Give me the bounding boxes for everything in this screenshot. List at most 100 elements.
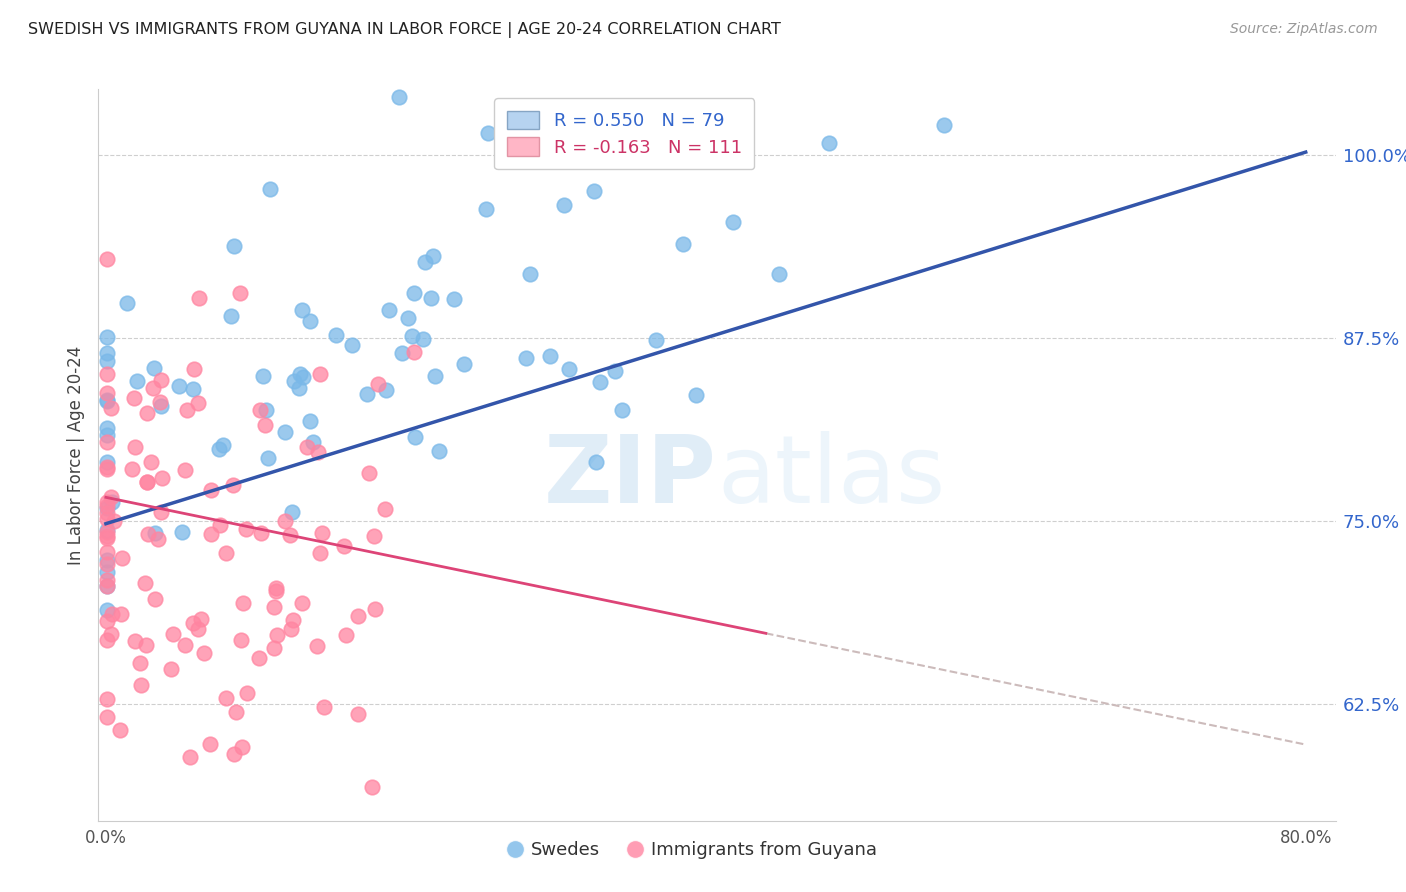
Point xyxy=(396,310,419,325)
Point xyxy=(347,609,370,624)
Point xyxy=(232,596,254,610)
Point xyxy=(136,406,159,420)
Point xyxy=(308,368,330,382)
Point xyxy=(187,622,209,636)
Point xyxy=(96,330,118,344)
Point xyxy=(453,357,475,371)
Point xyxy=(363,529,385,543)
Point xyxy=(274,425,297,439)
Legend: Swedes, Immigrants from Guyana: Swedes, Immigrants from Guyana xyxy=(501,834,884,866)
Point xyxy=(179,750,201,764)
Point xyxy=(124,440,146,454)
Point xyxy=(391,346,413,360)
Point xyxy=(387,90,409,104)
Point xyxy=(117,295,139,310)
Point xyxy=(273,514,295,528)
Point xyxy=(100,626,122,640)
Point xyxy=(181,382,204,396)
Point xyxy=(149,373,172,387)
Point xyxy=(236,686,259,700)
Point xyxy=(96,524,118,539)
Point xyxy=(288,381,311,395)
Point xyxy=(96,367,118,381)
Point xyxy=(229,286,252,301)
Point xyxy=(333,539,356,553)
Point xyxy=(412,332,434,346)
Point xyxy=(215,546,238,560)
Point xyxy=(444,829,467,843)
Point xyxy=(174,638,197,652)
Point xyxy=(402,345,425,359)
Point xyxy=(96,393,118,408)
Point xyxy=(259,182,281,196)
Point xyxy=(401,329,423,343)
Point xyxy=(254,403,277,417)
Point xyxy=(247,650,270,665)
Point xyxy=(198,737,221,751)
Point xyxy=(96,428,118,442)
Point xyxy=(404,430,426,444)
Point xyxy=(96,462,118,476)
Point xyxy=(96,386,118,401)
Point xyxy=(299,314,322,328)
Point xyxy=(200,483,222,497)
Point xyxy=(307,445,329,459)
Point xyxy=(136,527,159,541)
Point xyxy=(101,607,124,621)
Point xyxy=(96,455,118,469)
Point xyxy=(768,268,790,282)
Point xyxy=(295,440,318,454)
Point xyxy=(100,490,122,504)
Point xyxy=(443,293,465,307)
Point xyxy=(149,400,172,414)
Point xyxy=(263,600,285,615)
Point xyxy=(818,136,841,150)
Point xyxy=(96,573,118,587)
Point xyxy=(325,327,347,342)
Point xyxy=(96,691,118,706)
Point xyxy=(101,494,124,508)
Point xyxy=(253,417,276,432)
Point xyxy=(142,381,165,395)
Point xyxy=(96,553,118,567)
Point xyxy=(124,634,146,648)
Point xyxy=(215,691,238,706)
Point xyxy=(96,545,118,559)
Point xyxy=(96,421,118,435)
Point xyxy=(188,291,211,305)
Point xyxy=(96,501,118,516)
Point xyxy=(645,333,668,347)
Point xyxy=(96,579,118,593)
Point xyxy=(423,369,446,384)
Point xyxy=(305,639,328,653)
Point xyxy=(413,255,436,269)
Point xyxy=(96,346,118,360)
Point xyxy=(249,402,271,417)
Point xyxy=(96,523,118,537)
Point xyxy=(250,525,273,540)
Point xyxy=(610,403,633,417)
Point xyxy=(335,628,357,642)
Point xyxy=(181,615,204,630)
Point xyxy=(150,471,173,485)
Point xyxy=(402,285,425,300)
Point xyxy=(96,460,118,475)
Point xyxy=(347,707,370,722)
Point xyxy=(312,700,335,714)
Point xyxy=(96,354,118,368)
Point xyxy=(96,531,118,545)
Point xyxy=(143,361,166,376)
Point xyxy=(96,394,118,409)
Point xyxy=(96,512,118,526)
Point xyxy=(110,607,132,622)
Point xyxy=(125,374,148,388)
Point xyxy=(359,467,381,481)
Point xyxy=(150,505,173,519)
Point xyxy=(553,198,575,212)
Point xyxy=(96,529,118,543)
Point xyxy=(108,723,131,738)
Point xyxy=(135,475,157,489)
Point xyxy=(311,525,333,540)
Point xyxy=(96,615,118,629)
Point xyxy=(235,522,257,536)
